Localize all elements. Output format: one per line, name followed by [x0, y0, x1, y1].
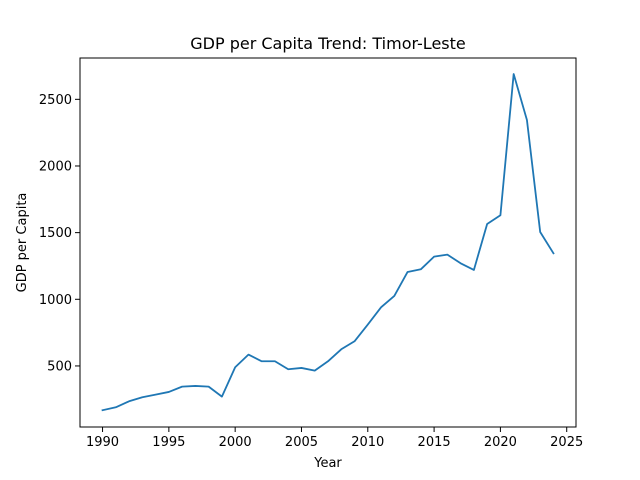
x-tick-label: 2000	[219, 435, 252, 450]
y-tick-label: 2000	[39, 159, 72, 174]
data-point	[299, 365, 304, 370]
data-point	[471, 267, 476, 272]
gdp-series-line	[101, 73, 555, 412]
x-tick-label: 2020	[484, 435, 517, 450]
data-point	[127, 399, 132, 404]
y-tick-label: 2500	[39, 93, 72, 108]
data-point	[100, 408, 105, 413]
data-point	[379, 305, 384, 310]
data-point	[405, 269, 410, 274]
plot-area	[79, 57, 577, 428]
data-point	[206, 384, 211, 389]
data-point	[365, 322, 370, 327]
data-point	[445, 252, 450, 257]
data-point	[538, 229, 543, 234]
y-tick-label: 1500	[39, 226, 72, 241]
x-axis-label: Year	[313, 456, 342, 471]
y-axis-ticks: 500 1000 1500 2000 2500	[39, 93, 80, 374]
data-point	[233, 365, 238, 370]
data-point	[418, 267, 423, 272]
data-point	[153, 392, 158, 397]
data-point	[286, 367, 291, 372]
data-point	[392, 293, 397, 298]
data-point	[219, 394, 224, 399]
x-tick-label: 2015	[418, 435, 451, 450]
data-point	[551, 251, 556, 256]
data-point	[326, 359, 331, 364]
data-point	[113, 405, 118, 410]
x-axis-ticks: 1990 1995 2000 2005 2010 2015 2020 2025	[86, 427, 583, 450]
data-point	[485, 221, 490, 226]
x-tick-label: 2010	[351, 435, 384, 450]
data-point	[312, 368, 317, 373]
data-point	[193, 383, 198, 388]
data-point	[246, 352, 251, 357]
y-tick-label: 500	[47, 359, 72, 374]
x-tick-label: 2005	[285, 435, 318, 450]
data-point	[272, 359, 277, 364]
x-tick-label: 1990	[86, 435, 119, 450]
data-point	[524, 117, 529, 122]
x-tick-label: 2025	[550, 435, 583, 450]
axes-frame	[79, 57, 577, 428]
data-point	[352, 339, 357, 344]
series-layer	[100, 71, 556, 413]
data-point	[432, 254, 437, 259]
chart-title: GDP per Capita Trend: Timor-Leste	[190, 34, 465, 53]
data-point	[166, 389, 171, 394]
data-point	[339, 347, 344, 352]
x-tick-label: 1995	[152, 435, 185, 450]
data-point	[259, 359, 264, 364]
y-axis-label: GDP per Capita	[15, 193, 30, 293]
data-point	[458, 261, 463, 266]
data-point	[498, 213, 503, 218]
data-point	[511, 71, 516, 76]
y-tick-label: 1000	[39, 293, 72, 308]
data-point	[180, 384, 185, 389]
data-point	[140, 395, 145, 400]
